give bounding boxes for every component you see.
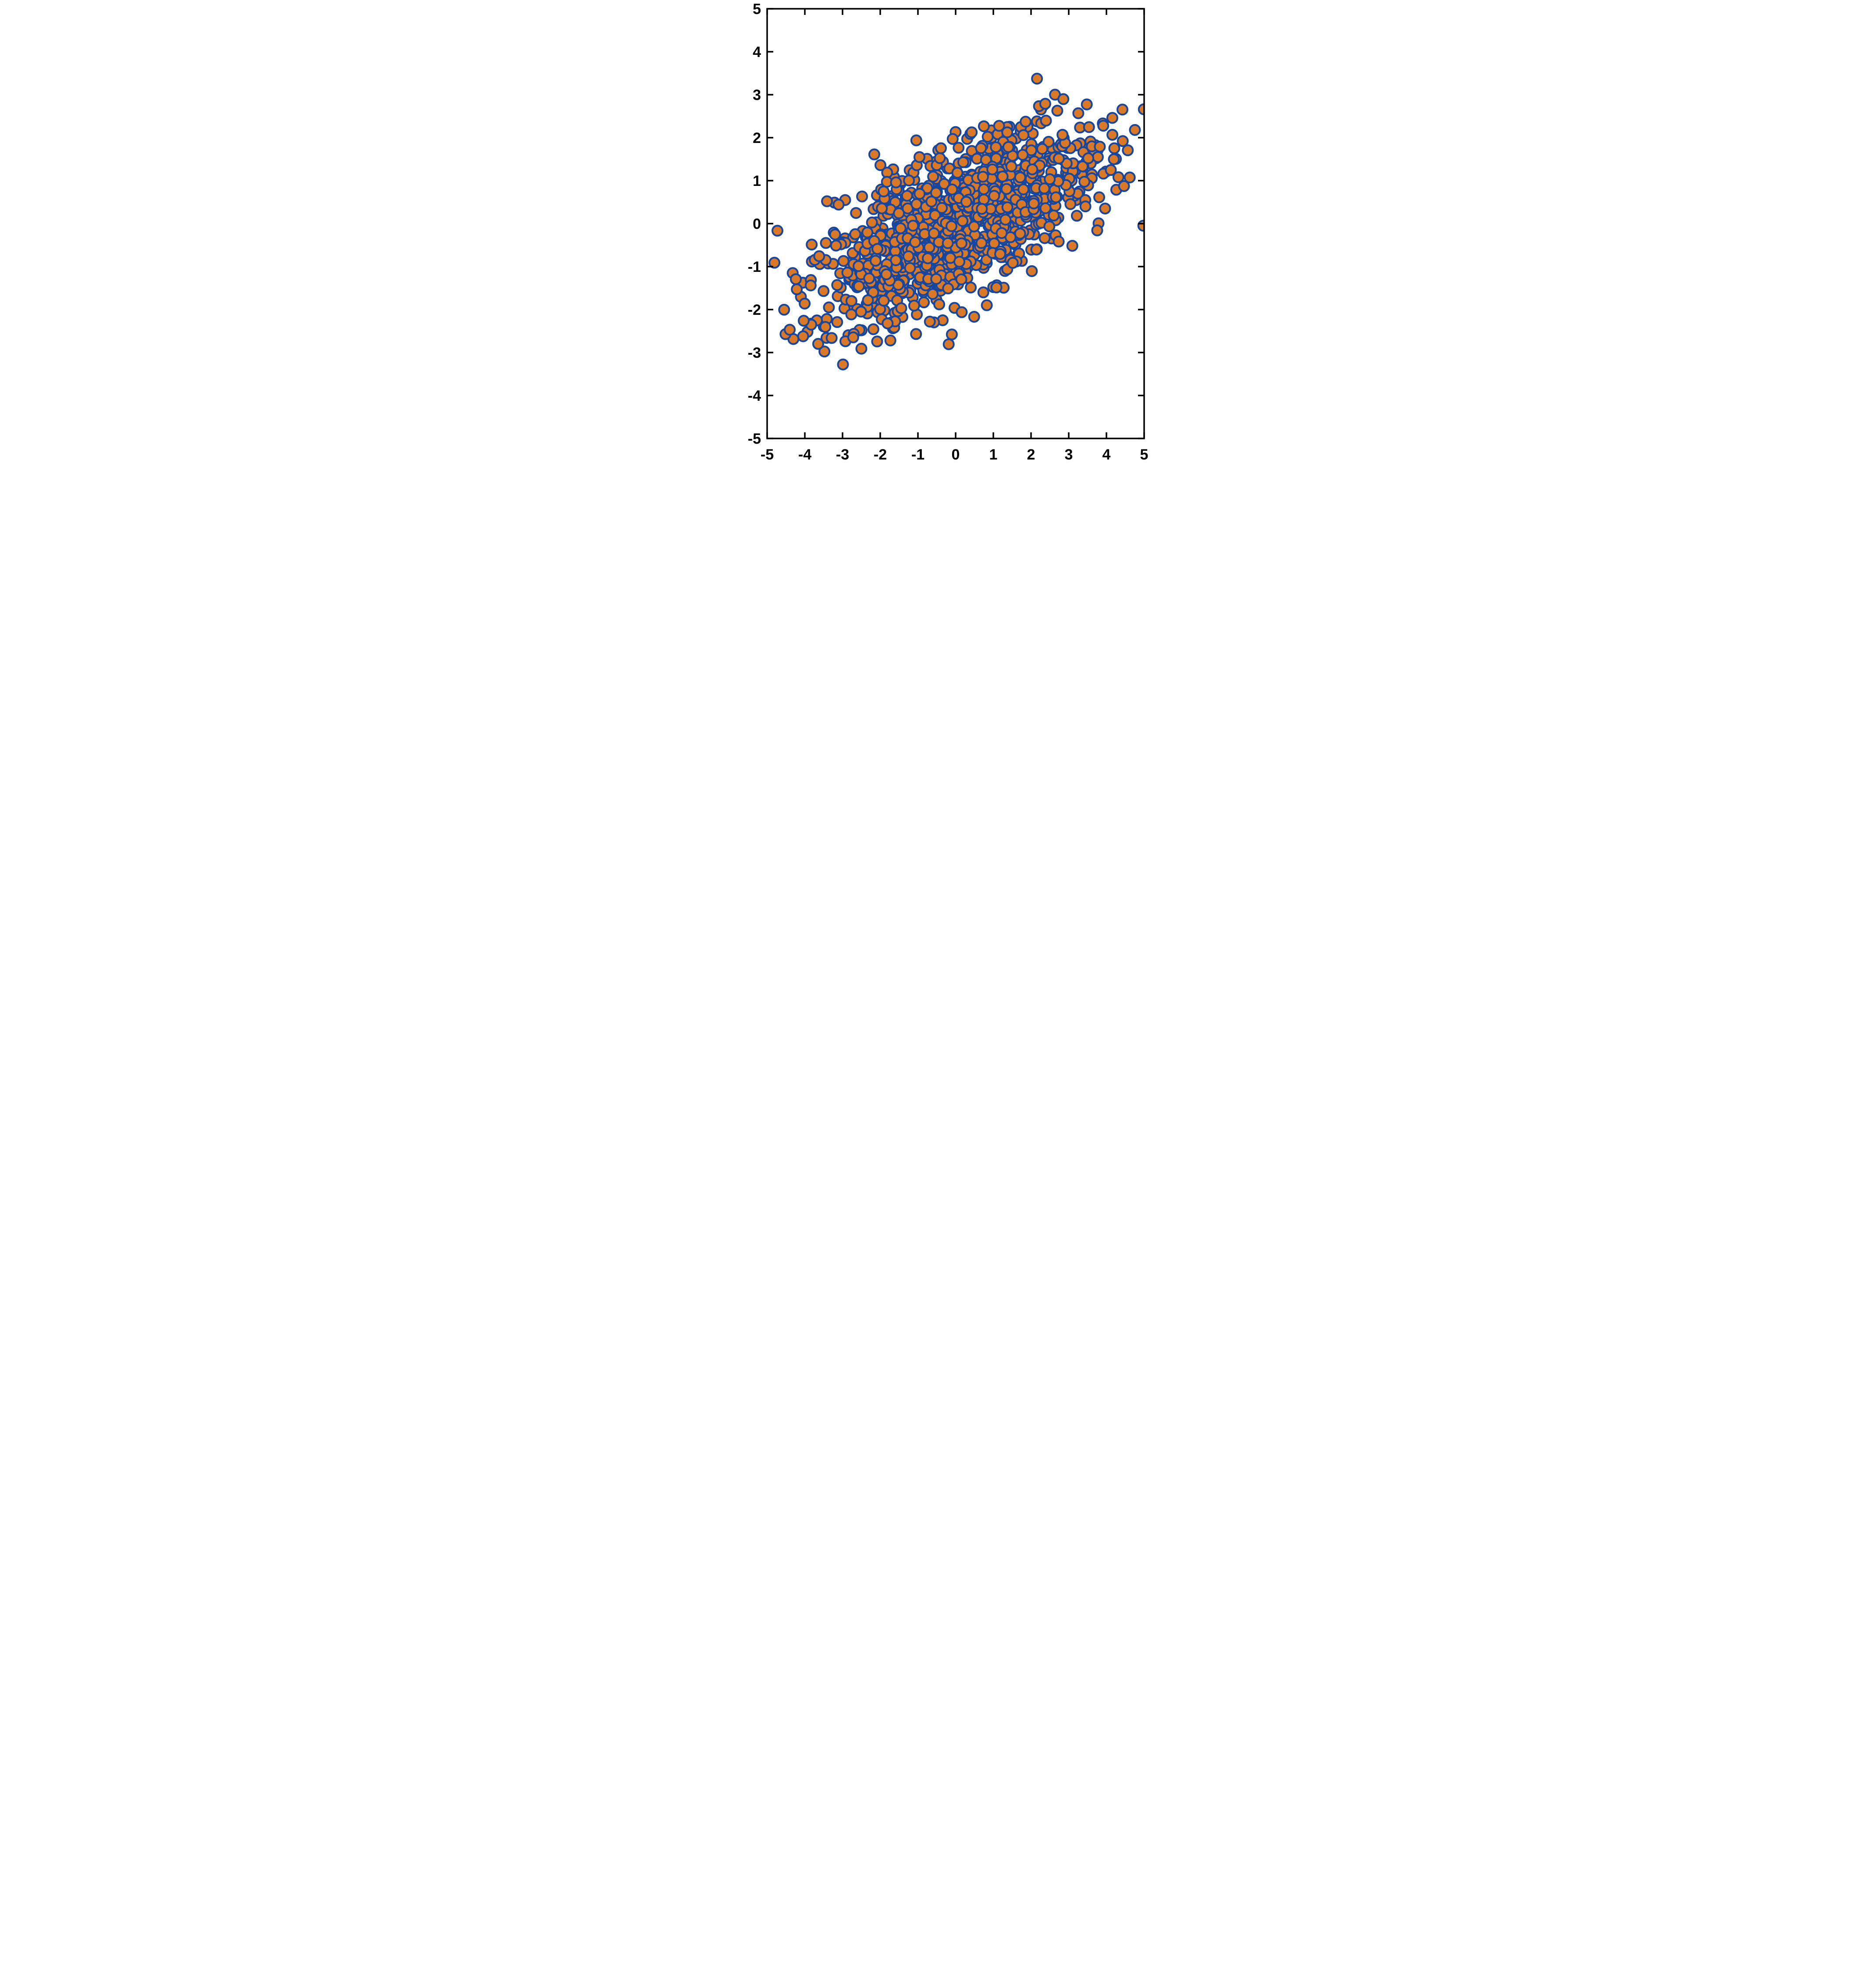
x-tick-label: -1 [911,446,924,463]
x-tick-label: 2 [1027,446,1035,463]
x-tick-label: 0 [951,446,960,463]
x-tick-label: 3 [1064,446,1073,463]
x-tick-label: -3 [836,446,849,463]
scatter-chart: -5 -4 -3 -2 -1 0 1 2 3 4 5 -5 -4 -3 -2 -1 0 1 2 3 4 5 [715,0,1153,467]
y-tick-label: -1 [747,259,761,275]
x-tick-label: 4 [1102,446,1110,463]
y-tick-label: 0 [753,216,761,232]
x-tick-label: 5 [1140,446,1148,463]
x-tick-label: -2 [873,446,886,463]
y-tick-label: 4 [753,44,761,61]
y-tick-label: 2 [753,130,761,146]
y-tick-label: 1 [753,173,761,189]
y-tick-label: -5 [747,431,761,447]
x-tick-label: -5 [760,446,773,463]
scatter-svg: -5 -4 -3 -2 -1 0 1 2 3 4 5 -5 -4 -3 -2 -1 0 1 2 3 4 5 [715,0,1153,467]
y-tick-label: -4 [747,388,761,404]
y-tick-label: -3 [747,345,761,361]
x-tick-label: 1 [989,446,997,463]
y-tick-label: -2 [747,302,761,318]
y-tick-label: 3 [753,87,761,103]
y-tick-label: 5 [753,1,761,18]
x-tick-label: -4 [798,446,811,463]
